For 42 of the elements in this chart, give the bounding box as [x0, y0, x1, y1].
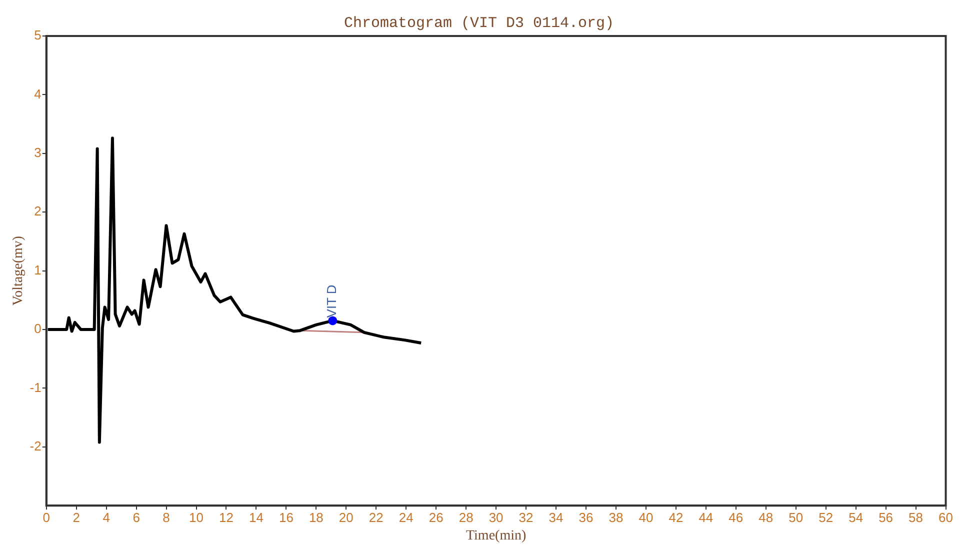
- x-tick-label: 42: [668, 510, 684, 525]
- x-tick-label: 54: [848, 510, 864, 525]
- x-tick-label: 44: [698, 510, 714, 525]
- x-tick-label: 58: [908, 510, 924, 525]
- chart-title: Chromatogram (VIT D3 0114.org): [344, 14, 614, 32]
- x-tick-label: 10: [189, 510, 204, 525]
- x-tick-label: 12: [219, 510, 234, 525]
- y-tick-label: -1: [30, 380, 42, 395]
- annotation: VIT D: [324, 284, 340, 318]
- x-tick-label: 40: [638, 510, 654, 525]
- x-tick-label: 28: [458, 510, 474, 525]
- y-tick-label: 5: [34, 28, 42, 43]
- x-tick-label: 26: [428, 510, 444, 525]
- x-tick-label: 18: [308, 510, 324, 525]
- y-tick-label: 1: [34, 262, 42, 278]
- x-tick-label: 4: [102, 510, 110, 525]
- x-tick-label: 34: [548, 510, 564, 525]
- x-tick-label: 60: [938, 510, 954, 525]
- x-tick-label: 46: [728, 510, 744, 525]
- y-axis-title: Voltage(mv): [11, 236, 26, 306]
- x-tick-label: 2: [72, 510, 80, 525]
- y-tick-label: 2: [34, 204, 42, 219]
- x-tick-label: 52: [818, 510, 834, 525]
- x-tick-label: 48: [758, 510, 774, 525]
- x-tick-label: 24: [398, 510, 414, 525]
- x-axis-title: Time(min): [466, 528, 526, 544]
- y-tick-label: -2: [30, 438, 42, 454]
- x-tick-label: 14: [248, 510, 264, 525]
- x-tick-label: 32: [518, 510, 534, 525]
- x-tick-label: 22: [368, 510, 384, 525]
- x-tick-label: 20: [338, 510, 354, 525]
- y-tick-label: 4: [34, 86, 42, 102]
- x-tick-label: 8: [162, 510, 170, 525]
- x-tick-label: 38: [608, 510, 624, 525]
- y-tick-label: 3: [34, 144, 42, 160]
- x-tick-label: 6: [132, 510, 140, 525]
- y-tick-label: 0: [34, 321, 42, 336]
- x-tick-label: 16: [278, 510, 294, 525]
- x-tick-label: 56: [878, 510, 894, 525]
- x-tick-label: 30: [488, 510, 504, 525]
- x-tick-label: 36: [578, 510, 594, 525]
- x-tick-label: 50: [788, 510, 804, 525]
